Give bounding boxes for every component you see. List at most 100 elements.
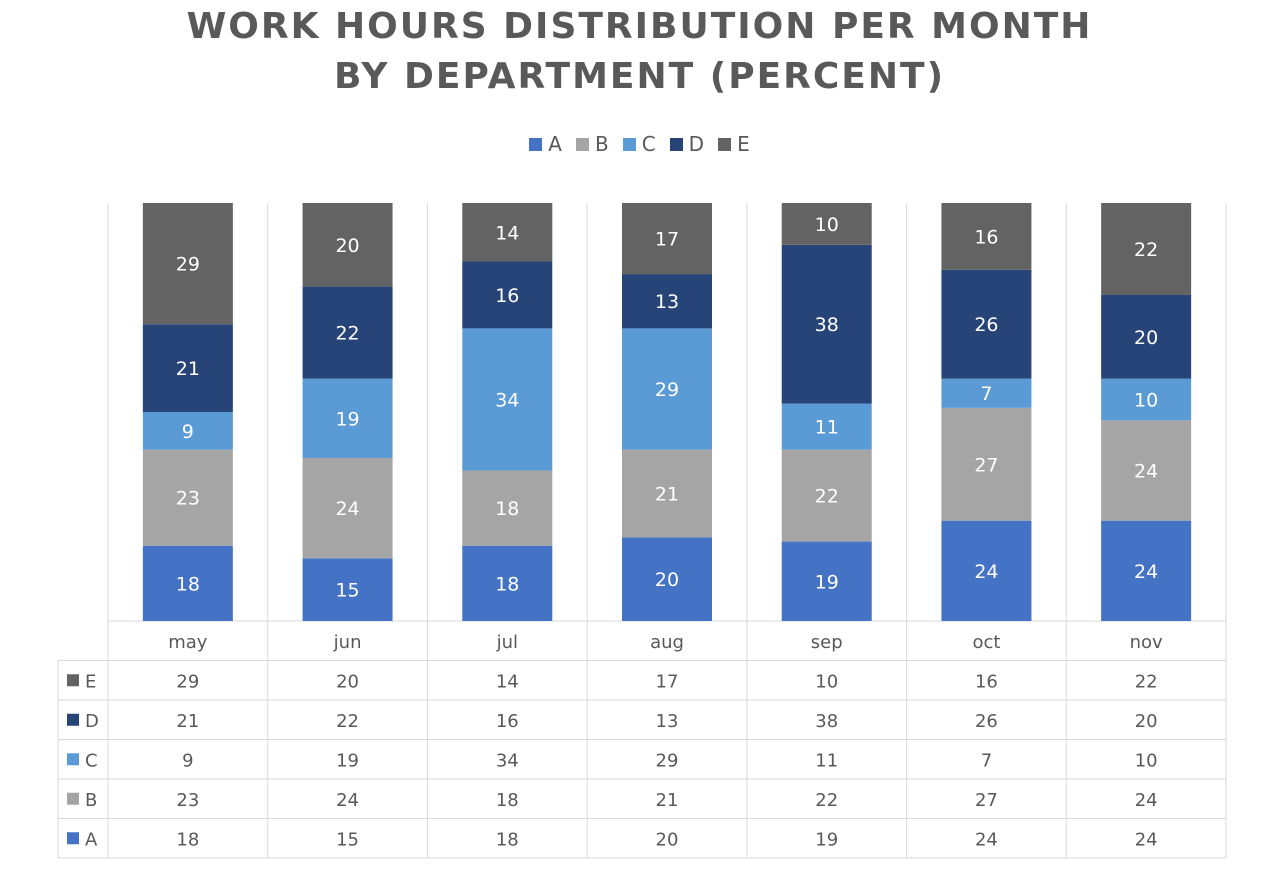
data-label: 17 [655,229,679,251]
data-label: 34 [495,389,519,411]
table-key-swatch-e [67,674,79,687]
bar-a-aug [622,537,712,621]
table-cell: 24 [1135,829,1158,850]
table-cell: 21 [656,790,679,811]
data-label: 20 [1134,327,1158,349]
table-key-label-e: E [85,671,96,692]
legend-item-e: E [718,132,750,156]
table-cell: 18 [496,790,519,811]
category-label: oct [972,632,1000,653]
bar-e-oct [941,203,1032,270]
data-label: 23 [176,488,200,510]
data-label: 19 [815,571,839,593]
bar-e-sep [781,203,872,245]
bar-e-may [142,203,233,325]
bar-a-nov [1101,520,1192,621]
table-cell: 14 [496,671,519,692]
table-cell: 24 [1135,790,1158,811]
bar-c-sep [781,403,872,450]
table-cell: 7 [981,750,992,771]
table-cell: 17 [656,671,679,692]
bar-a-oct [941,520,1032,621]
bar-c-nov [1101,378,1192,421]
bar-b-sep [781,449,872,542]
table-key-swatch-b [67,792,79,805]
data-label: 18 [495,573,519,595]
table-cell: 29 [176,671,199,692]
legend-label-e: E [737,132,750,156]
legend-label-d: D [688,132,705,156]
bar-d-sep [781,244,872,404]
bar-e-jun [302,203,393,287]
table-cell: 26 [975,711,998,732]
data-label: 27 [974,454,998,476]
bar-a-jul [462,545,553,621]
table-cell: 22 [815,790,838,811]
table-key-label-a: A [85,829,98,850]
legend-swatch-a [529,137,543,151]
data-label: 21 [176,358,200,380]
table-cell: 15 [336,829,359,850]
data-label: 15 [335,580,359,602]
data-label: 10 [815,214,839,236]
table-cell: 11 [815,750,838,771]
bar-d-nov [1101,294,1192,379]
legend-item-b: B [575,132,609,156]
bar-b-nov [1101,420,1192,521]
table-key-label-b: B [85,790,97,811]
legend-swatch-e [718,137,732,151]
data-label: 10 [1134,389,1158,411]
data-label: 24 [1134,561,1158,583]
legend-label-b: B [594,132,609,156]
table-cell: 24 [336,790,359,811]
table-cell: 29 [656,750,679,771]
table-cell: 22 [336,711,359,732]
data-label: 13 [655,291,679,313]
bar-b-oct [941,407,1032,521]
table-cell: 13 [656,711,679,732]
bar-c-may [142,412,233,450]
bar-c-jun [302,378,393,458]
chart-title: WORK HOURS DISTRIBUTION PER MONTH BY DEP… [0,0,1279,102]
data-label: 24 [1134,461,1158,483]
table-cell: 10 [1135,750,1158,771]
bar-d-may [142,324,233,412]
data-label: 29 [655,379,679,401]
table-cell: 10 [815,671,838,692]
legend-item-c: C [622,132,656,156]
legend-item-d: D [669,132,705,156]
data-label: 20 [655,569,679,591]
bar-a-jun [302,558,393,621]
table-key-label-c: C [85,750,98,771]
table-key-swatch-a [67,832,79,845]
data-label: 21 [655,484,679,506]
data-label: 11 [815,417,839,439]
table-cell: 20 [336,671,359,692]
bar-d-jul [462,261,553,329]
table-cell: 18 [176,829,199,850]
table-cell: 21 [176,711,199,732]
legend-swatch-d [669,137,683,151]
table-cell: 34 [496,750,519,771]
bar-c-jul [462,328,553,471]
bar-b-jul [462,470,553,546]
data-label: 24 [974,561,998,583]
bar-d-oct [941,269,1032,379]
table-cell: 23 [176,790,199,811]
data-label: 16 [495,285,519,307]
data-label: 22 [335,323,359,345]
bar-d-aug [622,274,712,329]
table-key-label-d: D [85,711,99,732]
legend-label-a: A [548,132,562,156]
category-label: jun [333,632,362,653]
legend-swatch-c [622,137,636,151]
legend-label-c: C [641,132,656,156]
data-label: 22 [1134,239,1158,261]
data-label: 26 [974,314,998,336]
bar-e-nov [1101,203,1192,295]
category-label: sep [811,632,843,653]
data-label: 18 [176,573,200,595]
data-label: 9 [182,421,194,443]
bar-b-aug [622,449,712,538]
bar-a-may [142,545,233,621]
